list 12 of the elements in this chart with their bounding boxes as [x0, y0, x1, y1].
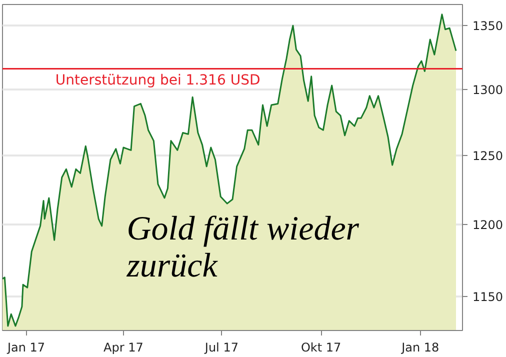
ref-line-label: Unterstützung bei 1.316 USD: [55, 72, 260, 89]
y-tick-label: 1200: [472, 218, 504, 232]
annotation: Gold fällt wieder zurück: [126, 210, 360, 284]
x-tick-label: Apr 17: [104, 340, 144, 354]
x-tick-label: Jan 18: [400, 340, 440, 354]
y-tick-label: 1300: [472, 82, 504, 97]
x-tick-label: Jul 17: [204, 340, 238, 354]
y-tick-label: 1250: [472, 149, 504, 164]
x-tick-label: Jan 17: [6, 340, 46, 354]
x-tick-label: Okt 17: [300, 340, 342, 354]
y-tick-label: 1350: [472, 19, 504, 34]
y-tick-label: 1150: [472, 290, 504, 304]
